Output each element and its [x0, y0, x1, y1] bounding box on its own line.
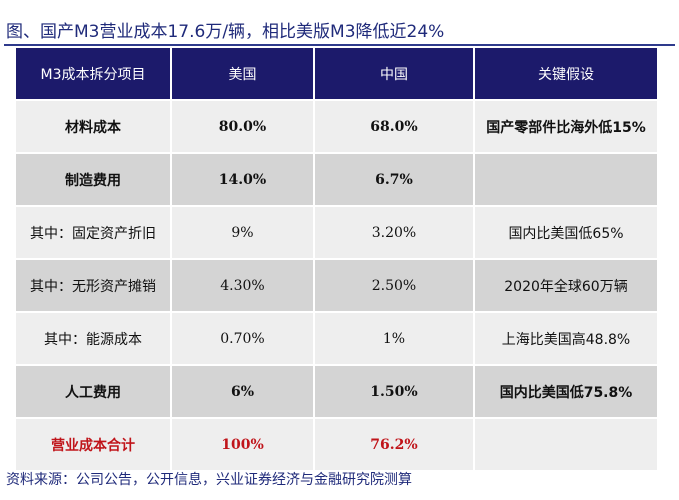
source-note: 资料来源：公司公告，公开信息，兴业证券经济与金融研究院测算	[6, 472, 412, 488]
row-us-value: 4.30%	[171, 259, 315, 313]
row-us-value: 6%	[171, 365, 315, 419]
header-us: 美国	[171, 48, 315, 101]
page-title: 图、国产M3营业成本17.6万/辆，相比美版M3降低近24%	[6, 22, 445, 42]
row-assumption: 2020年全球60万辆	[474, 259, 657, 313]
header-assumption: 关键假设	[474, 48, 657, 101]
table-row: 其中：固定资产折旧 9% 3.20% 国内比美国低65%	[16, 206, 657, 260]
row-assumption: 国产零部件比海外低15%	[474, 100, 657, 154]
cost-breakdown-table: M3成本拆分项目 美国 中国 关键假设 材料成本 80.0% 68.0% 国产零…	[16, 48, 657, 472]
row-item: 营业成本合计	[16, 418, 172, 472]
row-cn-value: 76.2%	[314, 418, 475, 472]
row-assumption: 上海比美国高48.8%	[474, 312, 657, 366]
row-cn-value: 1.50%	[314, 365, 475, 419]
row-us-value: 0.70%	[171, 312, 315, 366]
row-item: 制造费用	[16, 153, 172, 207]
row-cn-value: 3.20%	[314, 206, 475, 260]
title-divider	[4, 44, 675, 46]
table-row: 制造费用 14.0% 6.7%	[16, 153, 657, 207]
row-assumption	[474, 153, 657, 207]
row-us-value: 14.0%	[171, 153, 315, 207]
row-item: 人工费用	[16, 365, 172, 419]
table-row: 材料成本 80.0% 68.0% 国产零部件比海外低15%	[16, 100, 657, 154]
row-us-value: 80.0%	[171, 100, 315, 154]
table-row: 其中：能源成本 0.70% 1% 上海比美国高48.8%	[16, 312, 657, 366]
row-item: 其中：无形资产摊销	[16, 259, 172, 313]
row-us-value: 9%	[171, 206, 315, 260]
row-us-value: 100%	[171, 418, 315, 472]
header-cn: 中国	[314, 48, 475, 101]
table-row: 人工费用 6% 1.50% 国内比美国低75.8%	[16, 365, 657, 419]
table-header-row: M3成本拆分项目 美国 中国 关键假设	[16, 48, 657, 101]
row-cn-value: 68.0%	[314, 100, 475, 154]
row-item: 其中：能源成本	[16, 312, 172, 366]
row-item: 材料成本	[16, 100, 172, 154]
row-cn-value: 6.7%	[314, 153, 475, 207]
row-assumption: 国内比美国低75.8%	[474, 365, 657, 419]
header-item: M3成本拆分项目	[16, 48, 172, 101]
table-row-total: 营业成本合计 100% 76.2%	[16, 418, 657, 472]
row-cn-value: 1%	[314, 312, 475, 366]
row-item: 其中：固定资产折旧	[16, 206, 172, 260]
row-assumption	[474, 418, 657, 472]
row-assumption: 国内比美国低65%	[474, 206, 657, 260]
table-row: 其中：无形资产摊销 4.30% 2.50% 2020年全球60万辆	[16, 259, 657, 313]
row-cn-value: 2.50%	[314, 259, 475, 313]
